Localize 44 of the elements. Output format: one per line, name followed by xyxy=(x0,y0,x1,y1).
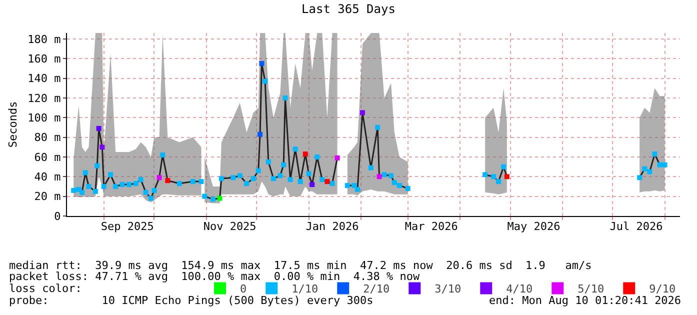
point xyxy=(504,174,510,180)
y-tick-label: 120 m xyxy=(28,92,62,105)
y-tick-label: 80 m xyxy=(34,131,62,144)
legend-label: 4/10 xyxy=(506,282,533,296)
point xyxy=(258,132,263,137)
legend-label: 5/10 xyxy=(578,282,604,296)
legend-label: 0 xyxy=(240,282,247,296)
y-tick-label: 0 xyxy=(54,210,61,223)
x-tick-label: Jul 2026 xyxy=(610,220,663,234)
point xyxy=(334,155,340,160)
y-tick-label: 160 m xyxy=(28,52,62,66)
point xyxy=(100,144,105,150)
point xyxy=(310,182,315,188)
y-tick-label: 100 m xyxy=(28,111,62,124)
y-tick-label: 60 m xyxy=(34,150,62,164)
text: loss color: xyxy=(9,282,82,295)
point xyxy=(156,175,162,180)
x-tick-label: May 2026 xyxy=(507,220,560,234)
x-tick-label: Mar 2026 xyxy=(404,220,458,234)
point xyxy=(376,174,382,180)
y-tick-label: 20 m xyxy=(34,190,62,204)
point xyxy=(259,61,264,66)
point xyxy=(360,110,365,116)
x-tick-label: Jan 2026 xyxy=(306,220,359,234)
text: packet loss: 47.71 % avg 100.00 % max 0.00 % min 4.38 % now xyxy=(9,270,420,283)
y-tick-label: 180 m xyxy=(28,32,62,46)
point xyxy=(96,126,102,131)
legend-label: 1/10 xyxy=(292,282,318,296)
text: probe: 10 ICMP Echo Pings (500 Bytes) every 300s xyxy=(9,294,374,307)
legend-label: 3/10 xyxy=(434,282,462,296)
chart-title: Last 365 Days xyxy=(302,2,396,16)
point xyxy=(302,152,308,157)
x-tick-label: Nov 2025 xyxy=(203,220,256,234)
point xyxy=(217,196,222,201)
text: median rtt: 39.9 ms avg 154.9 ms max 17.5 ms min 47.2 ms now 20.6 ms sd 1.9 am/s xyxy=(9,259,592,272)
legend-label: 2/10 xyxy=(363,282,390,296)
text: end: Mon Aug 10 01:20:41 2026 xyxy=(489,294,682,307)
point xyxy=(324,179,330,184)
legend-label: 9/10 xyxy=(649,282,676,296)
y-tick-label: 140 m xyxy=(28,72,62,86)
point xyxy=(165,178,170,184)
x-tick-label: Sep 2025 xyxy=(100,220,154,234)
y-tick-label: 40 m xyxy=(34,170,62,184)
y-axis-title: Seconds xyxy=(6,101,20,148)
